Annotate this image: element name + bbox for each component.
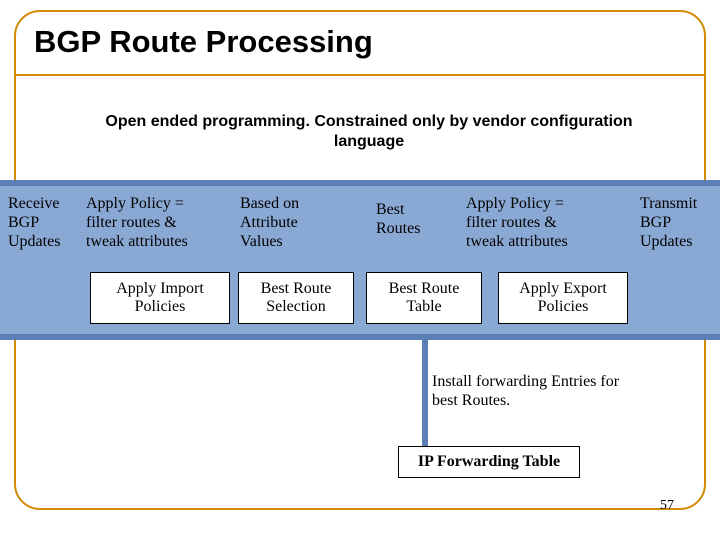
label-receive: Receive BGP Updates bbox=[8, 194, 80, 252]
page-number: 57 bbox=[660, 498, 674, 514]
stage-export: Apply Export Policies bbox=[498, 272, 628, 324]
label-transmit: Transmit BGP Updates bbox=[640, 194, 718, 252]
ip-forwarding-box: IP Forwarding Table bbox=[398, 446, 580, 478]
subtitle: Open ended programming. Constrained only… bbox=[94, 112, 644, 152]
install-text: Install forwarding Entries for best Rout… bbox=[432, 372, 632, 410]
title-divider bbox=[16, 74, 704, 76]
label-policy-out: Apply Policy = filter routes & tweak att… bbox=[466, 194, 616, 252]
slide-title: BGP Route Processing bbox=[34, 24, 373, 60]
label-policy-in: Apply Policy = filter routes & tweak att… bbox=[86, 194, 226, 252]
label-based: Based on Attribute Values bbox=[240, 194, 340, 252]
label-best: Best Routes bbox=[376, 200, 456, 238]
stage-select: Best Route Selection bbox=[238, 272, 354, 324]
stage-import: Apply Import Policies bbox=[90, 272, 230, 324]
stage-table: Best Route Table bbox=[366, 272, 482, 324]
